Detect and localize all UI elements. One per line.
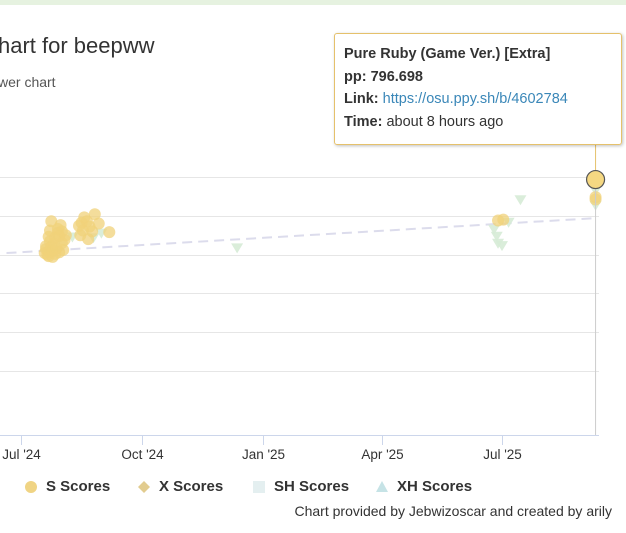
tooltip-link-label: Link:	[344, 91, 379, 107]
x-axis-tick-label: Jul '25	[483, 447, 522, 462]
legend-item-s-scores[interactable]: S Scores	[24, 478, 110, 495]
s-score-point[interactable]	[88, 208, 101, 221]
top-accent-bar	[0, 0, 626, 5]
tooltip-time-label: Time:	[344, 113, 383, 130]
sh-score-point[interactable]	[496, 241, 508, 252]
legend-label: SH Scores	[274, 478, 350, 495]
x-axis-tick-label: Oct '24	[121, 447, 164, 462]
s-score-point[interactable]	[45, 215, 58, 228]
sh-score-point[interactable]	[514, 195, 527, 206]
s-score-point[interactable]	[92, 217, 105, 230]
s-score-point[interactable]	[497, 213, 510, 226]
legend-item-x-scores[interactable]: X Scores	[137, 478, 223, 495]
x-axis-tick-label: Jan '25	[242, 447, 285, 462]
chart-subtitle: wer chart	[0, 74, 56, 90]
chart-legend: S Scores X Scores SH Scores XH Scores	[0, 478, 626, 500]
highlighted-point	[585, 169, 606, 190]
s-score-point[interactable]	[42, 230, 55, 243]
circle-icon	[24, 480, 38, 494]
hover-highlight	[585, 145, 606, 435]
tooltip-pp-value: 796.698	[370, 68, 423, 85]
s-score-point[interactable]	[57, 243, 70, 256]
diamond-icon	[137, 480, 151, 494]
s-scores-series[interactable]	[38, 191, 602, 263]
tooltip-beatmap-link[interactable]: https://osu.ppy.sh/b/4602784	[382, 91, 568, 107]
triangle-icon	[375, 480, 389, 494]
legend-label: S Scores	[46, 478, 111, 495]
sh-score-point[interactable]	[488, 224, 501, 235]
sh-score-point[interactable]	[490, 231, 503, 242]
chart-credits: Chart provided by Jebwizoscar and create…	[294, 503, 613, 519]
x-axis-tick-label: Apr '25	[361, 447, 403, 462]
tooltip-map-name: Pure Ruby (Game Ver.) [Extra]	[344, 46, 551, 62]
square-icon	[252, 480, 266, 494]
legend-label: XH Scores	[397, 478, 473, 495]
s-score-point[interactable]	[103, 226, 116, 239]
tooltip-time-value: about 8 hours ago	[386, 113, 504, 130]
trend-line	[6, 217, 596, 255]
chart-title: hart for beepww	[0, 33, 155, 58]
s-score-point[interactable]	[59, 229, 72, 242]
sh-scores-series[interactable]	[66, 178, 602, 254]
trend-line-group	[6, 217, 596, 255]
legend-item-sh-scores[interactable]: SH Scores	[252, 478, 349, 495]
legend-item-xh-scores[interactable]: XH Scores	[375, 478, 472, 495]
tooltip-pp-label: pp:	[344, 68, 367, 85]
x-axis-tick-label: Jul '24	[2, 447, 41, 462]
x-axis: Jul '24 Oct '24 Jan '25 Apr '25 Jul '25	[0, 435, 599, 462]
point-tooltip: Pure Ruby (Game Ver.) [Extra] pp: 796.69…	[334, 33, 622, 145]
legend-label: X Scores	[159, 478, 224, 495]
grid-lines	[0, 177, 599, 372]
sh-score-point[interactable]	[231, 243, 244, 254]
